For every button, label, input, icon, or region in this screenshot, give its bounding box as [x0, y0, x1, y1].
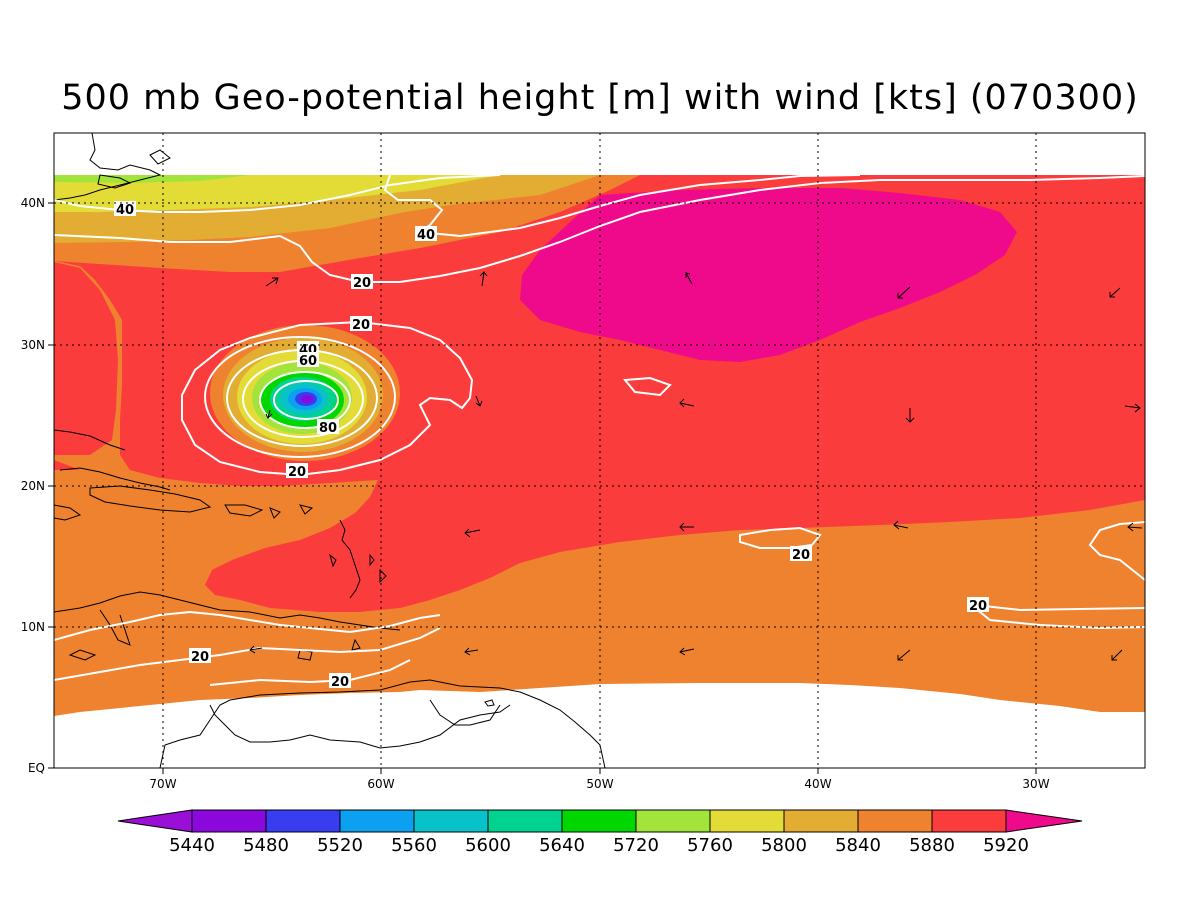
svg-text:20: 20: [191, 650, 209, 665]
colorbar-swatch: [783, 809, 859, 833]
gridlines: [54, 133, 1145, 768]
colorbar-label: 5520: [317, 835, 363, 856]
colorbar-label: 5440: [169, 835, 215, 856]
contour-label: 20: [350, 316, 372, 333]
contour-label: 20: [189, 648, 211, 665]
colorbar-arrow-low: [117, 809, 193, 833]
colorbar-swatch: [709, 809, 785, 833]
tick-marks: [48, 202, 1037, 774]
contour-label: 20: [329, 673, 351, 690]
lat-label: 10N: [21, 620, 45, 634]
contour-label: 20: [351, 274, 373, 291]
colorbar-swatch: [413, 809, 489, 833]
wind-contours: [54, 174, 1145, 686]
colorbar-swatch: [265, 809, 341, 833]
svg-text:40: 40: [116, 203, 134, 218]
svg-text:20: 20: [288, 465, 306, 480]
colorbar-label: 5920: [983, 835, 1029, 856]
contour-label: 20: [967, 597, 989, 614]
colorbar-label: 5600: [465, 835, 511, 856]
colorbar-label: 5560: [391, 835, 437, 856]
svg-text:20: 20: [331, 675, 349, 690]
colorbar-arrow-high: [1005, 809, 1083, 833]
svg-text:40: 40: [417, 228, 435, 243]
svg-text:80: 80: [319, 421, 337, 436]
svg-text:20: 20: [792, 548, 810, 563]
colorbar-label: 5640: [539, 835, 585, 856]
colorbar-swatch: [857, 809, 933, 833]
contour-label: 40: [114, 201, 136, 218]
map-title: 500 mb Geo-potential height [m] with win…: [61, 78, 1139, 118]
wind-vectors: [249, 271, 1143, 661]
contour-label: 20: [790, 546, 812, 563]
shade-5800: [54, 175, 500, 212]
lon-label: 40W: [804, 777, 831, 791]
svg-text:20: 20: [353, 276, 371, 291]
colorbar-label: 5480: [243, 835, 289, 856]
colorbar-label: 5720: [613, 835, 659, 856]
colorbar-swatch: [191, 809, 267, 833]
lon-label: 70W: [149, 777, 176, 791]
colorbar-label: 5840: [835, 835, 881, 856]
contour-label: 40: [415, 226, 437, 243]
lat-label: EQ: [28, 761, 45, 775]
svg-text:60: 60: [299, 354, 317, 369]
height-field: [54, 133, 1145, 768]
colorbar-swatch: [931, 809, 1007, 833]
lat-label: 20N: [21, 479, 45, 493]
lon-label: 50W: [586, 777, 613, 791]
lat-label: 40N: [21, 196, 45, 210]
colorbar-label: 5760: [687, 835, 733, 856]
shade-5920plus: [520, 188, 1017, 362]
contour-label: 60: [297, 352, 319, 369]
svg-text:20: 20: [352, 318, 370, 333]
lat-label: 30N: [21, 338, 45, 352]
contour-label: 80: [317, 419, 339, 436]
colorbar-swatch: [635, 809, 711, 833]
lon-label: 30W: [1022, 777, 1049, 791]
colorbar-swatch: [339, 809, 415, 833]
colorbar-label: 5800: [761, 835, 807, 856]
svg-text:20: 20: [969, 599, 987, 614]
contour-label: 20: [286, 463, 308, 480]
colorbar-labels: 5440 5480 5520 5560 5600 5640 5720 5760 5800 5840…: [169, 835, 1029, 856]
lon-labels: 70W 60W 50W 40W 30W: [149, 777, 1049, 791]
lon-label: 60W: [367, 777, 394, 791]
shade-5720: [54, 175, 250, 183]
colorbar-label: 5880: [909, 835, 955, 856]
colorbar: [117, 809, 1083, 833]
colorbar-swatch: [487, 809, 563, 833]
lat-labels: 40N 30N 20N 10N EQ: [21, 196, 45, 775]
shade-west-red: [54, 262, 118, 455]
coastlines: [54, 133, 606, 768]
colorbar-swatch: [561, 809, 637, 833]
